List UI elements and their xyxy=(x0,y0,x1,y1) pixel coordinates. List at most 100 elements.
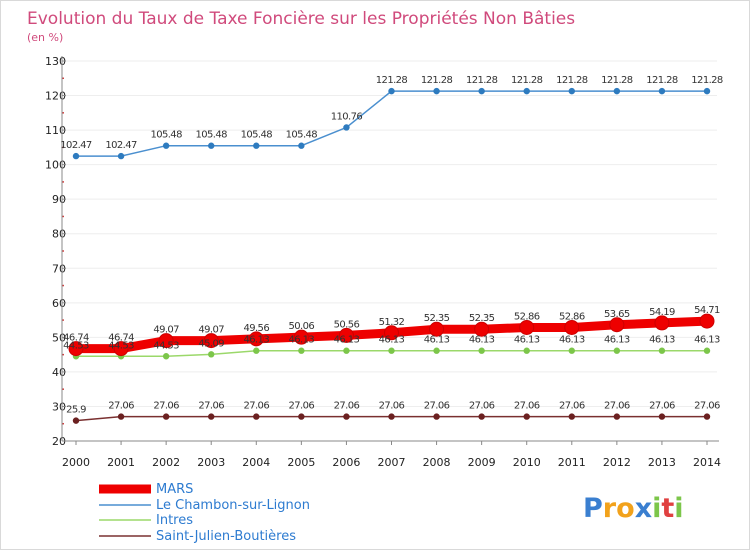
data-point xyxy=(564,319,580,335)
data-label: 54.71 xyxy=(694,305,720,316)
data-point xyxy=(519,319,535,335)
data-label: 46.13 xyxy=(289,335,315,346)
data-label: 54.19 xyxy=(649,307,675,318)
y-tick-label: 120 xyxy=(45,90,66,103)
data-point xyxy=(293,329,309,345)
x-tick-label: 2006 xyxy=(332,456,360,469)
data-label: 46.13 xyxy=(424,335,450,346)
data-point xyxy=(253,347,260,354)
data-point xyxy=(384,325,399,341)
data-label: 46.13 xyxy=(243,335,269,346)
data-label: 45.09 xyxy=(198,338,224,349)
x-tick-label: 2012 xyxy=(603,456,631,469)
data-label: 46.74 xyxy=(108,333,134,344)
data-point xyxy=(72,417,80,424)
data-point xyxy=(474,321,490,337)
data-point xyxy=(703,347,711,354)
y-tick-label: 110 xyxy=(45,124,66,137)
x-tick-label: 2004 xyxy=(242,456,270,469)
data-point xyxy=(433,413,440,420)
data-point xyxy=(113,341,129,357)
x-tick-label: 2007 xyxy=(378,456,406,469)
data-label: 53.65 xyxy=(604,309,630,320)
data-point xyxy=(248,331,264,347)
data-label: 52.35 xyxy=(424,313,450,324)
data-point xyxy=(68,341,84,357)
data-point xyxy=(613,413,621,420)
data-point xyxy=(162,413,170,420)
data-point xyxy=(478,413,485,420)
data-label: 27.06 xyxy=(424,401,450,412)
data-label: 25.9 xyxy=(66,405,86,416)
data-label: 44.53 xyxy=(153,340,179,351)
data-label: 27.06 xyxy=(514,401,540,412)
data-point xyxy=(298,347,305,354)
x-tick-label: 2008 xyxy=(423,456,451,469)
data-point xyxy=(523,347,530,354)
data-point xyxy=(523,413,530,420)
data-label: 121.28 xyxy=(556,75,588,86)
data-point xyxy=(203,333,219,349)
x-tick-label: 2010 xyxy=(513,456,541,469)
data-label: 27.06 xyxy=(469,401,495,412)
data-point xyxy=(429,321,445,337)
data-point xyxy=(478,347,485,354)
legend-label: Intres xyxy=(156,513,193,528)
data-label: 105.48 xyxy=(286,130,318,141)
data-label: 27.06 xyxy=(153,401,179,412)
proxiti-logo: Proxiti xyxy=(583,493,684,524)
logo-letter: r xyxy=(603,493,617,524)
data-point xyxy=(388,413,395,420)
data-label: 27.06 xyxy=(198,401,224,412)
data-point xyxy=(568,87,575,95)
data-point xyxy=(208,413,215,420)
data-label: 49.56 xyxy=(243,323,269,334)
data-label: 121.28 xyxy=(646,75,678,86)
y-tick-label: 130 xyxy=(45,55,66,68)
series-line xyxy=(76,90,707,157)
data-point xyxy=(609,317,625,333)
data-label: 50.06 xyxy=(289,321,315,332)
data-label: 46.13 xyxy=(604,335,630,346)
proxiti-logo-text: Proxiti xyxy=(583,493,684,524)
x-tick-label: 2000 xyxy=(62,456,90,469)
data-point xyxy=(658,87,666,95)
data-label: 27.06 xyxy=(108,401,134,412)
data-point xyxy=(162,142,170,149)
data-label: 44.53 xyxy=(63,340,89,351)
data-point xyxy=(343,347,350,354)
data-point xyxy=(523,87,530,95)
data-point xyxy=(478,87,485,95)
logo-letter: P xyxy=(583,493,603,524)
x-tick-label: 2003 xyxy=(197,456,225,469)
data-label: 121.28 xyxy=(511,75,543,86)
data-label: 121.28 xyxy=(691,75,723,86)
data-label: 27.06 xyxy=(694,401,720,412)
data-point xyxy=(298,413,305,420)
data-label: 121.28 xyxy=(601,75,633,86)
logo-letter: o xyxy=(616,493,635,524)
data-point xyxy=(253,142,260,149)
data-label: 52.86 xyxy=(514,311,540,322)
data-label: 27.06 xyxy=(604,401,630,412)
data-point xyxy=(162,353,170,360)
x-tick-label: 2009 xyxy=(468,456,496,469)
data-label: 102.47 xyxy=(105,140,137,151)
data-label: 52.86 xyxy=(559,311,585,322)
data-label: 51.32 xyxy=(379,317,405,328)
data-point xyxy=(253,413,260,420)
data-point xyxy=(654,315,670,331)
logo-letter: i xyxy=(674,493,683,524)
data-label: 121.28 xyxy=(376,75,408,86)
data-point xyxy=(338,327,354,343)
data-point xyxy=(568,413,575,420)
data-label: 110.76 xyxy=(331,111,363,122)
data-point xyxy=(158,333,174,349)
x-tick-label: 2011 xyxy=(558,456,586,469)
data-label: 46.13 xyxy=(379,335,405,346)
logo-letter: t xyxy=(661,493,674,524)
data-label: 50.56 xyxy=(334,319,360,330)
